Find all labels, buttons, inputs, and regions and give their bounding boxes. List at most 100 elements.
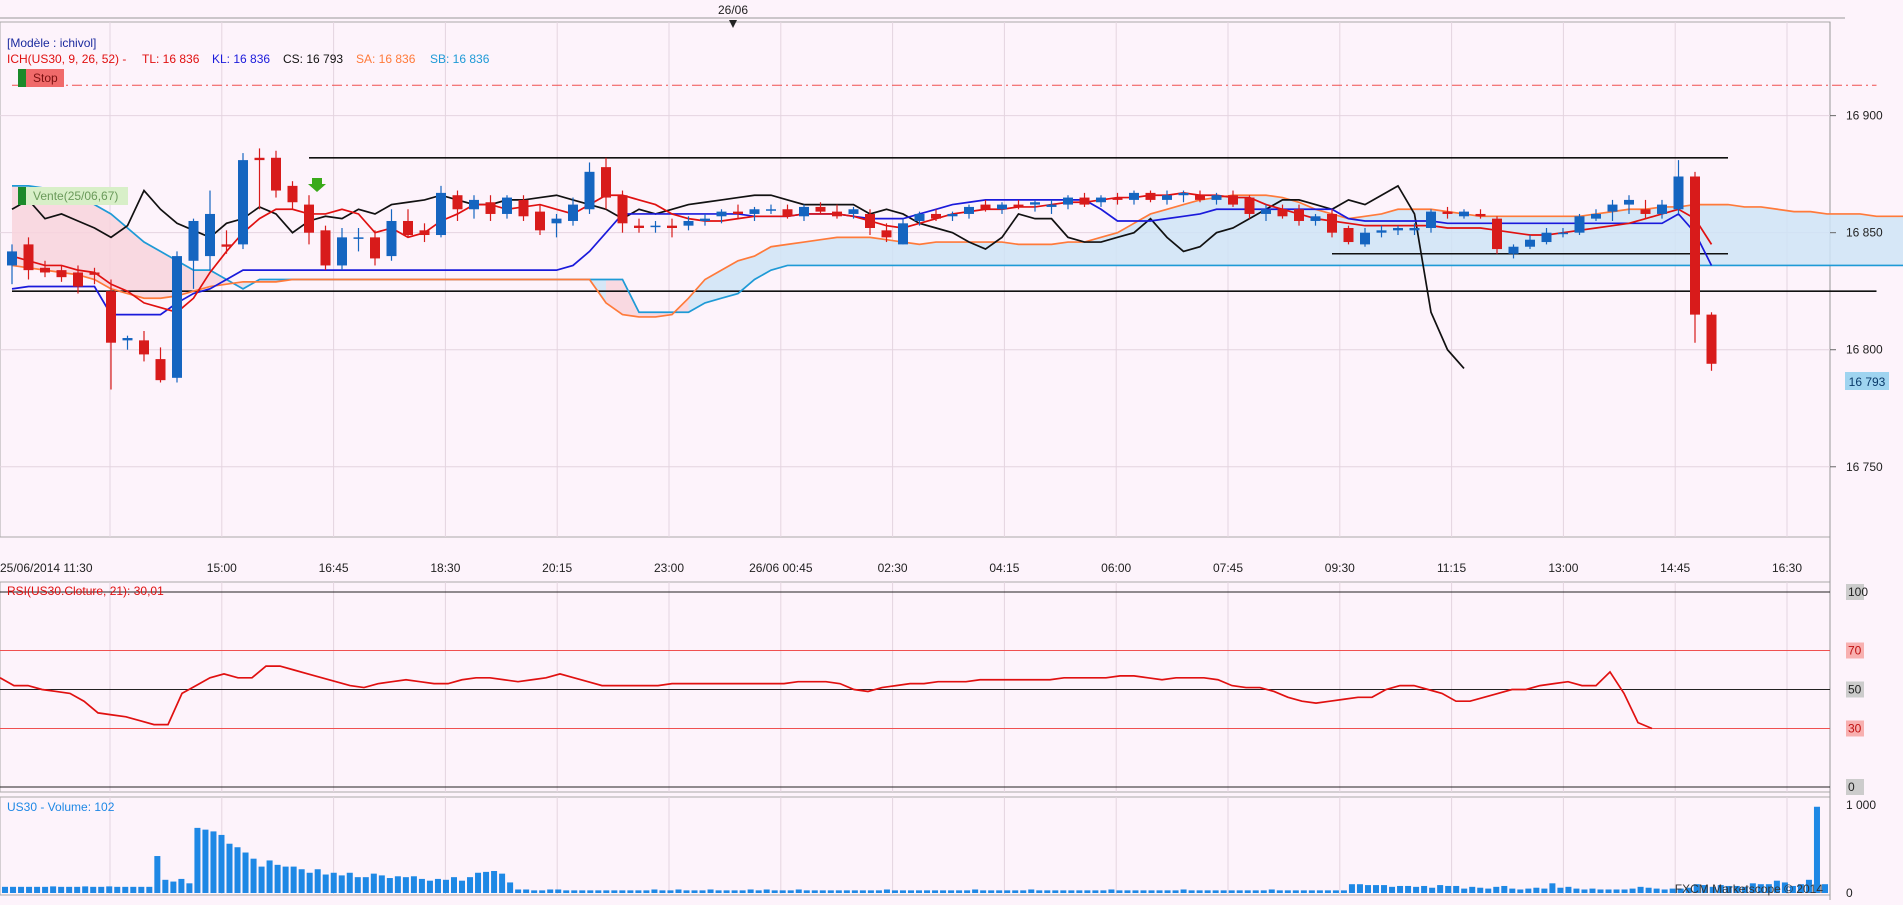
cloud-segment: [45, 188, 62, 273]
rsi-panel[interactable]: [0, 581, 1831, 793]
volume-bar: [1645, 887, 1652, 893]
cloud-segment: [1200, 197, 1217, 266]
x-tick-label: 18:30: [430, 561, 460, 575]
stop-badge-label: Stop: [33, 71, 58, 85]
volume-bar: [731, 890, 738, 893]
volume-bar: [1757, 884, 1764, 893]
cloud-segment: [870, 237, 887, 266]
candle-body: [799, 206, 809, 217]
cloud-segment: [886, 239, 903, 266]
last-price-tag: [1845, 372, 1889, 390]
volume-bar: [1749, 883, 1756, 893]
candle-body: [1162, 195, 1172, 200]
candle-body: [551, 218, 562, 224]
volume-bar: [1629, 888, 1636, 893]
cloud-segment: [1398, 209, 1415, 266]
volume-bar: [1805, 879, 1812, 893]
volume-bar: [507, 882, 514, 893]
rsi-level-tag: [1846, 642, 1864, 659]
volume-bar: [924, 890, 931, 893]
volume-bar: [1052, 890, 1059, 893]
volume-bar: [515, 889, 522, 893]
cloud-segment: [985, 242, 1002, 266]
senkou-a-line: [11, 194, 1903, 318]
volume-panel[interactable]: [0, 796, 1831, 896]
candle-body: [667, 225, 677, 228]
volume-bar: [755, 890, 762, 893]
cloud-segment: [127, 228, 144, 299]
volume-bar: [491, 871, 498, 893]
legend-ich: ICH(US30, 9, 26, 52) -: [7, 52, 126, 66]
volume-bar: [1084, 890, 1091, 893]
cloud-segment: [61, 190, 78, 275]
volume-bar: [1228, 890, 1235, 893]
candle-body: [205, 213, 215, 257]
volume-bar: [74, 886, 81, 893]
x-tick-label: 20:15: [542, 561, 572, 575]
volume-bar: [563, 890, 570, 893]
volume-bar: [587, 890, 594, 893]
chikou-line: [11, 184, 1465, 370]
volume-bar: [1741, 886, 1748, 893]
volume-bar: [1541, 888, 1548, 893]
stop-badge[interactable]: [26, 69, 64, 87]
volume-bar: [1140, 890, 1147, 893]
x-tick-label: 11:15: [1437, 561, 1466, 575]
candle-body: [617, 195, 628, 224]
rsi-level-tag: [1846, 584, 1864, 600]
candle-body: [56, 270, 67, 278]
cloud-segment: [1134, 213, 1151, 266]
candles[interactable]: [7, 148, 1717, 390]
volume-bar: [1581, 889, 1588, 893]
candle-body: [634, 225, 644, 228]
volume-bar: [771, 890, 778, 893]
candle-body: [1195, 195, 1205, 200]
horizontal-lines[interactable]: [12, 84, 1877, 293]
volume-bar: [523, 889, 530, 893]
candle-body: [733, 211, 743, 214]
volume-bar: [1549, 883, 1556, 893]
volume-bar: [114, 886, 121, 893]
candle-body: [1525, 239, 1535, 247]
rsi-level-label: 30: [1848, 722, 1862, 736]
rsi-line: [0, 665, 1653, 730]
volume-bar: [162, 879, 169, 893]
cloud-segment: [94, 204, 111, 289]
volume-bar: [851, 890, 858, 893]
volume-bar: [226, 843, 233, 893]
cloud-segment: [1761, 206, 1778, 266]
vente-badge[interactable]: [26, 187, 128, 205]
volume-bar: [250, 858, 257, 893]
cloud-segment: [853, 237, 870, 266]
candle-body: [1277, 209, 1288, 217]
candle-body: [1030, 202, 1040, 205]
x-tick-label: 06:00: [1101, 561, 1131, 575]
candle-body: [1690, 176, 1700, 315]
candle-body: [1145, 192, 1156, 200]
volume-bar: [186, 883, 193, 893]
volume-bar: [475, 872, 482, 893]
volume-bar: [1028, 889, 1035, 893]
volume-bar: [1597, 889, 1604, 893]
volume-bar: [1356, 884, 1363, 893]
volume-bar: [707, 889, 714, 893]
x-tick-label: 26/06 00:45: [749, 561, 813, 575]
legend-kl: KL: 16 836: [212, 52, 270, 66]
volume-bar: [1020, 890, 1027, 893]
candle-body: [1013, 204, 1024, 207]
volume-bar: [306, 872, 313, 893]
volume-bar: [1268, 889, 1275, 893]
volume-bar: [1260, 890, 1267, 893]
volume-bar: [1108, 889, 1115, 893]
volume-bar: [539, 890, 546, 893]
volume-bar: [386, 878, 393, 893]
candle-body: [485, 202, 496, 214]
candle-body: [1706, 314, 1717, 364]
cloud-segment: [820, 237, 837, 266]
candle-body: [419, 230, 430, 236]
volume-bar: [747, 889, 754, 893]
rsi-level-label: 100: [1848, 585, 1868, 599]
cloud-segment: [1860, 213, 1877, 266]
volume-bar: [2, 886, 9, 893]
